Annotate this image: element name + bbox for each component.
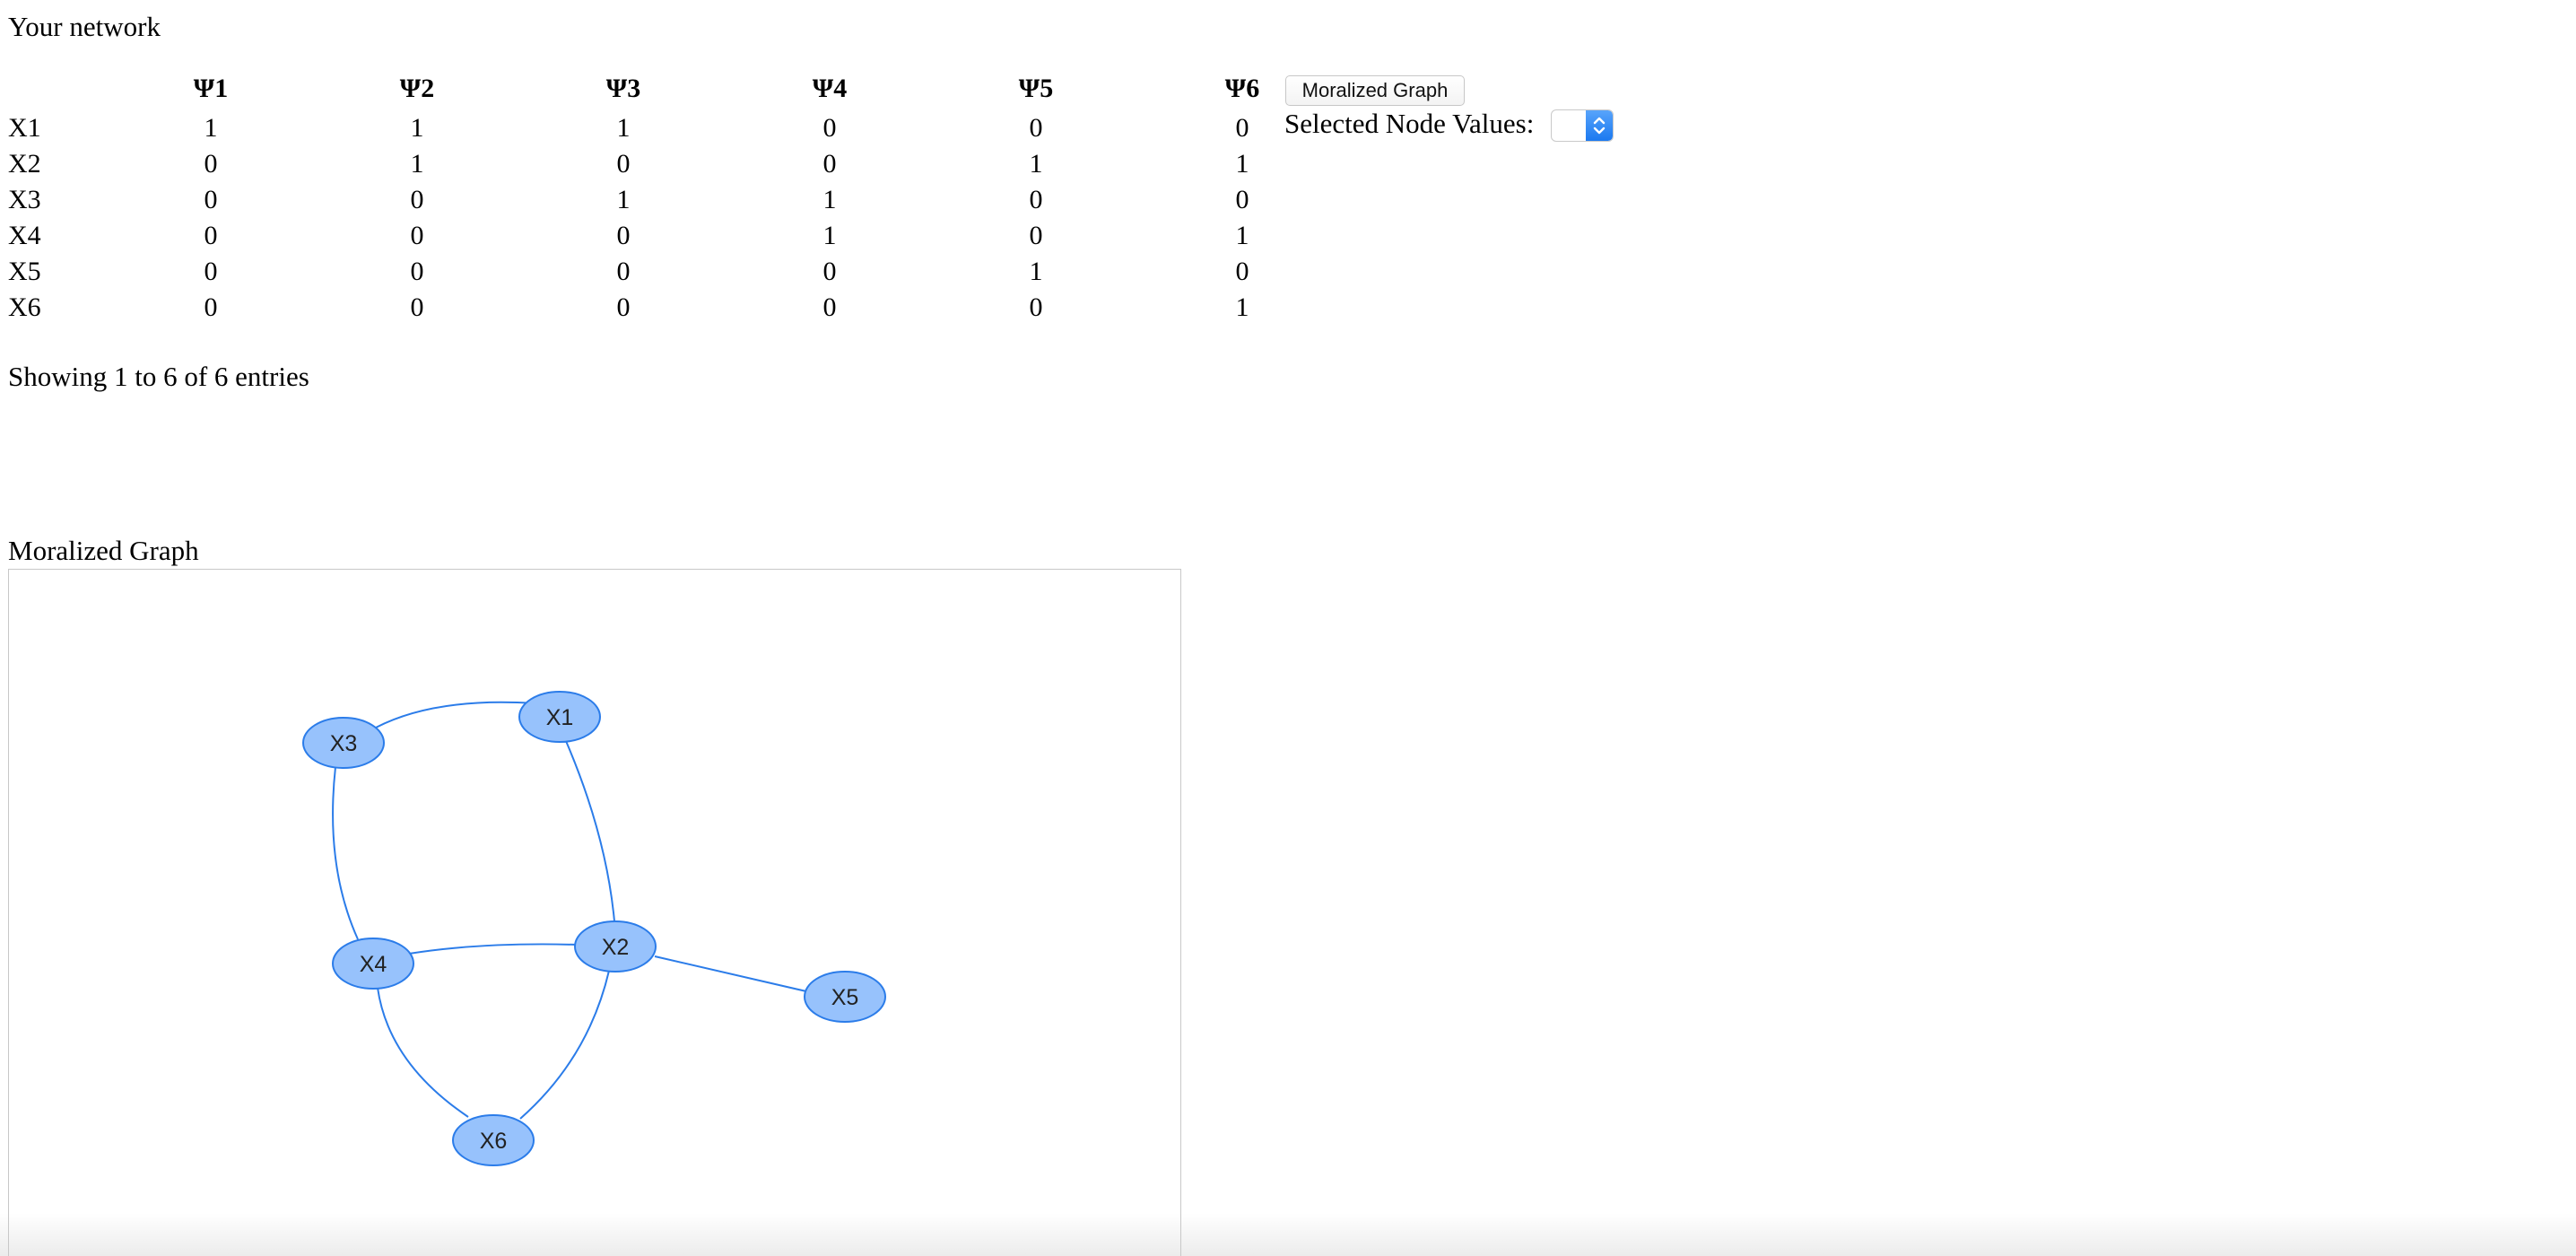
graph-node-x3[interactable]: X3 (302, 717, 385, 769)
graph-node-label: X3 (330, 731, 358, 756)
selected-node-values-label: Selected Node Values: (1284, 108, 1535, 139)
graph-node-shape[interactable] (518, 691, 601, 743)
table-row: X4 0 0 0 1 0 1 (0, 218, 1345, 254)
table-row: X1 1 1 1 0 0 0 (0, 110, 1345, 146)
table-cell: 1 (410, 149, 424, 179)
graph-title: Moralized Graph (8, 535, 199, 566)
table-cell: 1 (1235, 221, 1249, 250)
selected-node-values-select[interactable] (1551, 109, 1614, 142)
graph-node-x1[interactable]: X1 (518, 691, 601, 743)
table-cell: 0 (410, 185, 424, 214)
row-label: X2 (8, 149, 41, 179)
row-label: X4 (8, 221, 41, 250)
column-header[interactable]: Ψ5 (1018, 74, 1054, 103)
table-cell: 1 (410, 113, 424, 143)
graph-edge-x2-x5[interactable] (654, 955, 807, 992)
graph-node-shape[interactable] (804, 971, 886, 1023)
graph-edge-x3-x4[interactable] (332, 766, 359, 940)
table-cell: 0 (616, 292, 631, 322)
network-table: Ψ1 Ψ2 Ψ3 Ψ4 Ψ5 Ψ6 X1 1 1 1 0 0 0 X2 0 1 … (0, 67, 1345, 326)
table-cell: 0 (616, 221, 631, 250)
graph-node-shape[interactable] (574, 920, 657, 973)
graph-node-shape[interactable] (302, 717, 385, 769)
graph-node-x6[interactable]: X6 (452, 1114, 535, 1166)
row-label: X5 (8, 257, 41, 286)
node-layer: X1 X2 X3 X4 X5 X6 (302, 691, 886, 1166)
graph-edge-x2-x6[interactable] (519, 970, 610, 1120)
graph-node-label: X1 (546, 705, 574, 730)
graph-node-shape[interactable] (452, 1114, 535, 1166)
table-cell: 0 (822, 257, 837, 286)
graph-node-label: X4 (360, 952, 387, 977)
table-info-text: Showing 1 to 6 of 6 entries (8, 361, 309, 392)
graph-svg[interactable]: X1 X2 X3 X4 X5 X6 (9, 570, 1180, 1256)
page-title: Your network (8, 11, 161, 42)
table-cell: 0 (822, 292, 837, 322)
row-label: X1 (8, 113, 41, 143)
table-cell: 0 (410, 257, 424, 286)
row-label: X6 (8, 292, 41, 322)
column-header[interactable]: Ψ4 (812, 74, 848, 103)
table-cell: 1 (1029, 257, 1043, 286)
table-corner-cell (0, 67, 108, 110)
graph-node-label: X5 (831, 985, 859, 1010)
table-cell: 0 (204, 257, 218, 286)
chevron-up-down-icon (1593, 117, 1606, 135)
table-cell: 1 (822, 185, 837, 214)
table-cell: 1 (1235, 292, 1249, 322)
table-row: X2 0 1 0 0 1 1 (0, 146, 1345, 182)
table-cell: 0 (616, 149, 631, 179)
table-cell: 0 (1029, 185, 1043, 214)
table-cell: 1 (204, 113, 218, 143)
graph-edge-x4-x2[interactable] (408, 943, 578, 955)
table-row: X5 0 0 0 0 1 0 (0, 254, 1345, 290)
table-cell: 0 (1235, 257, 1249, 286)
table-cell: 0 (1235, 113, 1249, 143)
graph-node-x2[interactable]: X2 (574, 920, 657, 973)
table-cell: 0 (410, 221, 424, 250)
graph-node-shape[interactable] (332, 938, 414, 990)
graph-node-x4[interactable]: X4 (332, 938, 414, 990)
table-cell: 0 (1029, 221, 1043, 250)
graph-node-label: X6 (480, 1129, 508, 1154)
row-label: X3 (8, 185, 41, 214)
table-cell: 1 (616, 185, 631, 214)
table-cell: 0 (410, 292, 424, 322)
table-cell: 1 (616, 113, 631, 143)
table-cell: 0 (1029, 113, 1043, 143)
graph-node-label: X2 (602, 935, 630, 960)
table-cell: 1 (1235, 149, 1249, 179)
table-cell: 0 (1235, 185, 1249, 214)
table-cell: 0 (1029, 292, 1043, 322)
graph-edge-x3-x1[interactable] (375, 701, 535, 728)
graph-edge-x1-x2[interactable] (565, 740, 615, 922)
table-cell: 0 (204, 149, 218, 179)
column-header[interactable]: Ψ1 (193, 74, 229, 103)
table-cell: 0 (204, 292, 218, 322)
graph-node-x5[interactable]: X5 (804, 971, 886, 1023)
column-header[interactable]: Ψ6 (1224, 74, 1260, 103)
table-row: X6 0 0 0 0 0 1 (0, 290, 1345, 326)
table-cell: 0 (204, 185, 218, 214)
table-cell: 0 (822, 149, 837, 179)
table-cell: 0 (204, 221, 218, 250)
graph-canvas[interactable]: X1 X2 X3 X4 X5 X6 (8, 569, 1181, 1256)
table-row: X3 0 0 1 1 0 0 (0, 182, 1345, 218)
select-stepper[interactable] (1586, 110, 1613, 141)
column-header[interactable]: Ψ2 (399, 74, 435, 103)
table-cell: 0 (616, 257, 631, 286)
column-header[interactable]: Ψ3 (605, 74, 641, 103)
graph-edge-x4-x6[interactable] (377, 987, 469, 1118)
moralized-graph-button[interactable]: Moralized Graph (1285, 75, 1465, 106)
table-header-row: Ψ1 Ψ2 Ψ3 Ψ4 Ψ5 Ψ6 (0, 67, 1345, 110)
table-cell: 1 (1029, 149, 1043, 179)
table-cell: 1 (822, 221, 837, 250)
table-cell: 0 (822, 113, 837, 143)
edge-layer (332, 701, 807, 1120)
